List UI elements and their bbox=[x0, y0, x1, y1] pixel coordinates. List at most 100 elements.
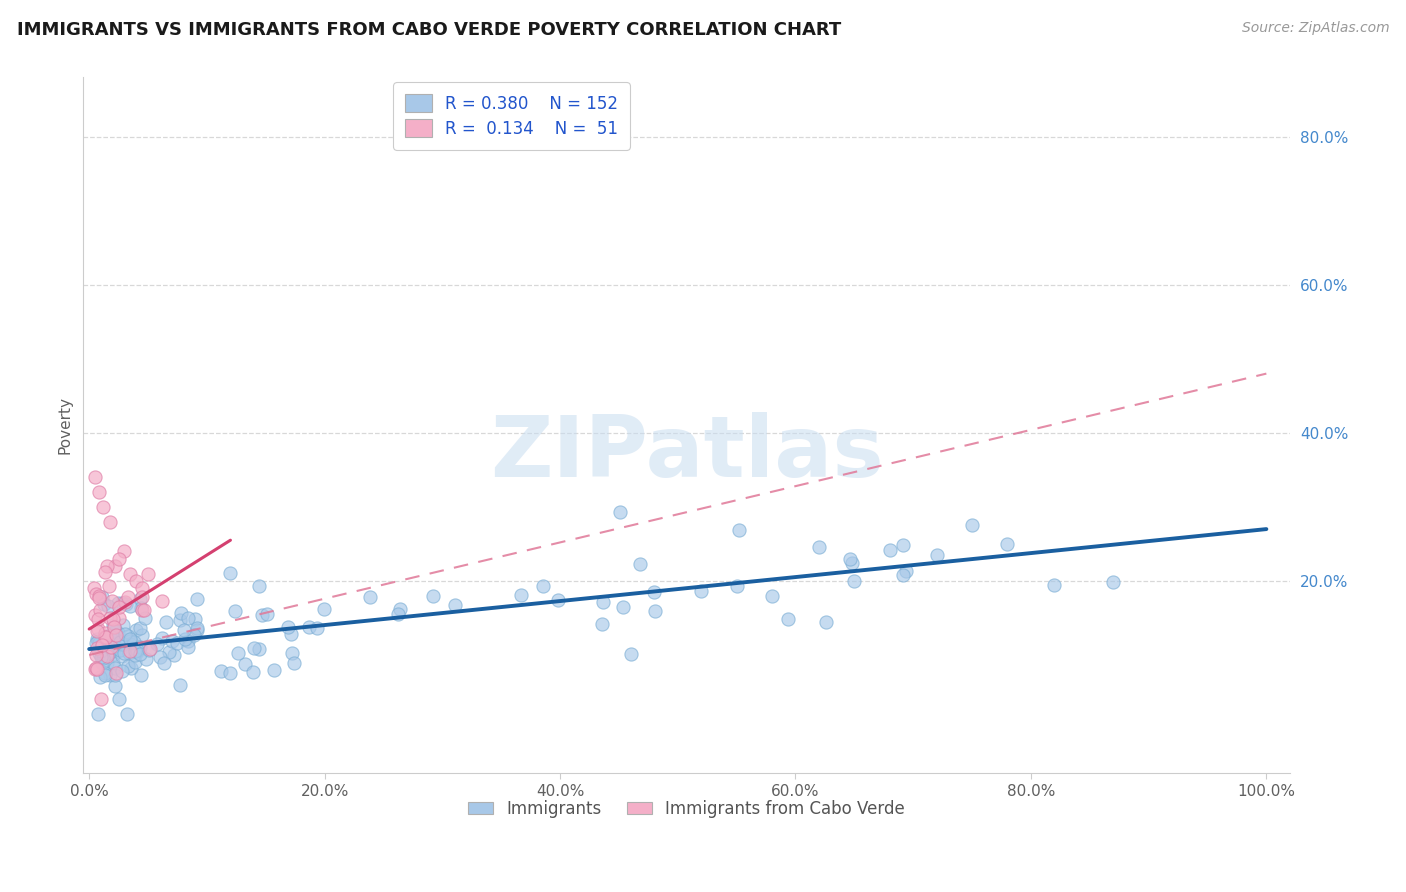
Point bbox=[808, 540, 831, 554]
Point bbox=[510, 588, 533, 602]
Point bbox=[120, 661, 142, 675]
Point bbox=[155, 615, 177, 630]
Point bbox=[728, 524, 751, 538]
Point bbox=[108, 599, 131, 614]
Point bbox=[838, 552, 860, 566]
Point bbox=[94, 630, 117, 644]
Point bbox=[87, 707, 110, 722]
Point bbox=[86, 612, 108, 626]
Point bbox=[174, 632, 197, 647]
Point bbox=[86, 632, 108, 647]
Point bbox=[1102, 574, 1125, 589]
Point bbox=[103, 620, 125, 634]
Point bbox=[129, 621, 152, 635]
Point bbox=[86, 624, 108, 638]
Point bbox=[129, 647, 152, 661]
Point bbox=[280, 627, 302, 641]
Point bbox=[387, 607, 409, 622]
Text: ZIPatlas: ZIPatlas bbox=[489, 412, 883, 495]
Point bbox=[761, 589, 783, 603]
Point bbox=[620, 648, 643, 662]
Point bbox=[169, 678, 191, 692]
Point bbox=[894, 565, 917, 579]
Point bbox=[183, 628, 205, 642]
Point bbox=[163, 648, 186, 663]
Point bbox=[83, 581, 105, 595]
Point bbox=[91, 650, 114, 665]
Point bbox=[186, 621, 208, 635]
Point bbox=[104, 660, 127, 674]
Point bbox=[94, 668, 117, 682]
Point bbox=[87, 485, 110, 500]
Point bbox=[592, 595, 614, 609]
Point bbox=[891, 568, 914, 582]
Point bbox=[135, 651, 157, 665]
Point bbox=[118, 637, 141, 651]
Point bbox=[152, 594, 174, 608]
Point bbox=[100, 640, 122, 654]
Point bbox=[129, 591, 152, 606]
Point bbox=[104, 628, 127, 642]
Point bbox=[247, 641, 270, 656]
Point bbox=[117, 590, 139, 604]
Point bbox=[86, 662, 108, 676]
Point bbox=[118, 632, 141, 647]
Point bbox=[84, 662, 107, 676]
Point bbox=[547, 593, 569, 607]
Point bbox=[114, 595, 136, 609]
Point bbox=[228, 646, 250, 660]
Point bbox=[115, 707, 138, 722]
Point bbox=[160, 634, 183, 648]
Point bbox=[242, 665, 264, 680]
Point bbox=[104, 668, 127, 682]
Point bbox=[129, 601, 152, 615]
Point bbox=[170, 606, 193, 620]
Point bbox=[157, 645, 180, 659]
Point bbox=[177, 634, 200, 648]
Point bbox=[531, 579, 554, 593]
Point bbox=[103, 612, 125, 626]
Point bbox=[136, 566, 159, 581]
Point bbox=[101, 618, 124, 632]
Point bbox=[644, 604, 666, 618]
Point bbox=[90, 650, 112, 665]
Point bbox=[107, 625, 129, 640]
Point bbox=[110, 635, 132, 649]
Point bbox=[243, 640, 266, 655]
Point bbox=[124, 648, 146, 662]
Point bbox=[129, 667, 152, 681]
Point bbox=[960, 517, 983, 532]
Point bbox=[91, 500, 114, 514]
Point bbox=[841, 556, 863, 570]
Point bbox=[114, 627, 136, 641]
Point bbox=[90, 590, 112, 604]
Point bbox=[118, 599, 141, 613]
Point bbox=[778, 612, 800, 626]
Point bbox=[131, 582, 153, 596]
Point bbox=[277, 620, 299, 634]
Point bbox=[422, 590, 444, 604]
Point bbox=[125, 574, 148, 588]
Point bbox=[108, 611, 131, 625]
Point bbox=[925, 548, 948, 562]
Point bbox=[100, 627, 122, 641]
Point bbox=[124, 644, 146, 658]
Point bbox=[125, 624, 148, 638]
Point bbox=[103, 631, 125, 645]
Point bbox=[131, 603, 153, 617]
Point bbox=[263, 663, 285, 677]
Point bbox=[307, 621, 329, 635]
Point bbox=[87, 634, 110, 648]
Point bbox=[86, 640, 108, 655]
Point bbox=[177, 611, 200, 625]
Point bbox=[444, 598, 467, 612]
Point bbox=[108, 691, 131, 706]
Point bbox=[94, 626, 117, 640]
Point bbox=[94, 630, 117, 644]
Y-axis label: Poverty: Poverty bbox=[58, 396, 72, 454]
Point bbox=[91, 639, 114, 653]
Point bbox=[100, 594, 122, 608]
Point bbox=[96, 648, 118, 663]
Point bbox=[690, 584, 713, 599]
Point bbox=[104, 632, 127, 646]
